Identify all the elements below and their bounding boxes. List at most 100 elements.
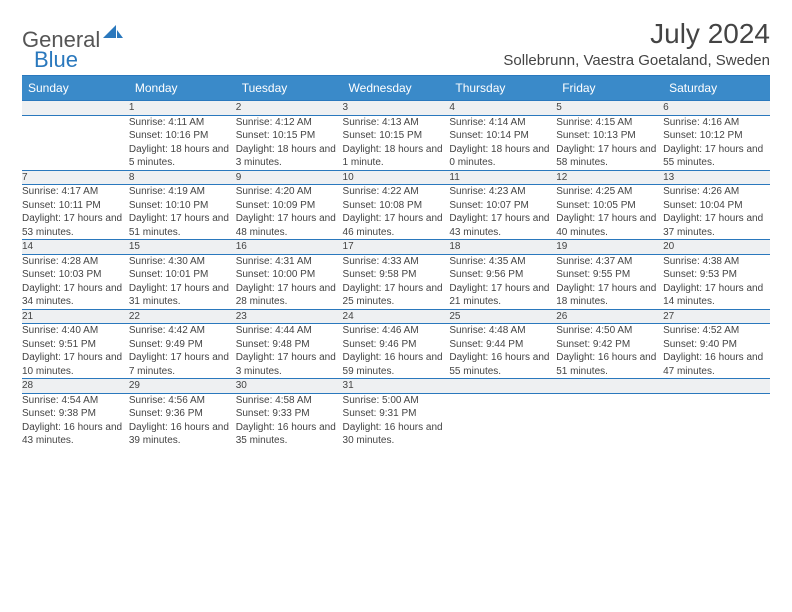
day-content-cell: Sunrise: 4:23 AMSunset: 10:07 PMDaylight… <box>449 185 556 240</box>
page-title: July 2024 <box>503 18 770 50</box>
sunset-text: Sunset: 9:53 PM <box>663 268 770 282</box>
day-number-row: 21222324252627 <box>22 309 770 324</box>
daylight-text: Daylight: 18 hours and 5 minutes. <box>129 143 236 170</box>
sunrise-text: Sunrise: 4:44 AM <box>236 324 343 338</box>
day-content-cell: Sunrise: 4:35 AMSunset: 9:56 PMDaylight:… <box>449 254 556 309</box>
day-content-cell: Sunrise: 4:13 AMSunset: 10:15 PMDaylight… <box>343 115 450 170</box>
daylight-text: Daylight: 17 hours and 21 minutes. <box>449 282 556 309</box>
sunset-text: Sunset: 9:31 PM <box>343 407 450 421</box>
day-number-cell: 3 <box>343 101 450 116</box>
daylight-text: Daylight: 17 hours and 55 minutes. <box>663 143 770 170</box>
sunrise-text: Sunrise: 4:50 AM <box>556 324 663 338</box>
day-content-cell: Sunrise: 4:56 AMSunset: 9:36 PMDaylight:… <box>129 393 236 448</box>
day-number-cell: 7 <box>22 170 129 185</box>
day-number-cell: 27 <box>663 309 770 324</box>
sunrise-text: Sunrise: 4:28 AM <box>22 255 129 269</box>
day-content-cell: Sunrise: 4:28 AMSunset: 10:03 PMDaylight… <box>22 254 129 309</box>
sunrise-text: Sunrise: 4:31 AM <box>236 255 343 269</box>
day-content-cell: Sunrise: 4:54 AMSunset: 9:38 PMDaylight:… <box>22 393 129 448</box>
sunrise-text: Sunrise: 4:46 AM <box>343 324 450 338</box>
sunrise-text: Sunrise: 4:56 AM <box>129 394 236 408</box>
day-header: Sunday <box>22 76 129 101</box>
sunrise-text: Sunrise: 4:20 AM <box>236 185 343 199</box>
sunrise-text: Sunrise: 4:38 AM <box>663 255 770 269</box>
sunset-text: Sunset: 9:58 PM <box>343 268 450 282</box>
logo-text-blue: Blue <box>34 47 78 72</box>
day-number-cell: 22 <box>129 309 236 324</box>
day-number-cell: 2 <box>236 101 343 116</box>
day-number-cell: 21 <box>22 309 129 324</box>
daylight-text: Daylight: 17 hours and 25 minutes. <box>343 282 450 309</box>
sunset-text: Sunset: 9:56 PM <box>449 268 556 282</box>
sunset-text: Sunset: 10:15 PM <box>236 129 343 143</box>
day-content-cell: Sunrise: 4:16 AMSunset: 10:12 PMDaylight… <box>663 115 770 170</box>
daylight-text: Daylight: 16 hours and 47 minutes. <box>663 351 770 378</box>
daylight-text: Daylight: 17 hours and 3 minutes. <box>236 351 343 378</box>
daylight-text: Daylight: 17 hours and 37 minutes. <box>663 212 770 239</box>
sunrise-text: Sunrise: 4:12 AM <box>236 116 343 130</box>
day-content-cell: Sunrise: 4:20 AMSunset: 10:09 PMDaylight… <box>236 185 343 240</box>
daylight-text: Daylight: 17 hours and 28 minutes. <box>236 282 343 309</box>
day-content-row: Sunrise: 4:17 AMSunset: 10:11 PMDaylight… <box>22 185 770 240</box>
logo-blue-row: Blue <box>32 47 78 73</box>
day-content-cell: Sunrise: 4:17 AMSunset: 10:11 PMDaylight… <box>22 185 129 240</box>
day-content-row: Sunrise: 4:40 AMSunset: 9:51 PMDaylight:… <box>22 324 770 379</box>
daylight-text: Daylight: 16 hours and 55 minutes. <box>449 351 556 378</box>
day-number-cell: 11 <box>449 170 556 185</box>
calendar-body: 123456Sunrise: 4:11 AMSunset: 10:16 PMDa… <box>22 101 770 448</box>
sunrise-text: Sunrise: 4:52 AM <box>663 324 770 338</box>
sunset-text: Sunset: 9:36 PM <box>129 407 236 421</box>
day-number-row: 14151617181920 <box>22 240 770 255</box>
day-content-row: Sunrise: 4:54 AMSunset: 9:38 PMDaylight:… <box>22 393 770 448</box>
sunrise-text: Sunrise: 4:23 AM <box>449 185 556 199</box>
day-content-cell <box>22 115 129 170</box>
sunset-text: Sunset: 10:15 PM <box>343 129 450 143</box>
day-number-cell: 4 <box>449 101 556 116</box>
day-content-cell: Sunrise: 4:22 AMSunset: 10:08 PMDaylight… <box>343 185 450 240</box>
daylight-text: Daylight: 17 hours and 46 minutes. <box>343 212 450 239</box>
sunrise-text: Sunrise: 5:00 AM <box>343 394 450 408</box>
day-content-cell: Sunrise: 4:58 AMSunset: 9:33 PMDaylight:… <box>236 393 343 448</box>
day-number-cell: 25 <box>449 309 556 324</box>
day-content-cell: Sunrise: 4:15 AMSunset: 10:13 PMDaylight… <box>556 115 663 170</box>
day-content-cell: Sunrise: 4:12 AMSunset: 10:15 PMDaylight… <box>236 115 343 170</box>
day-content-cell: Sunrise: 4:30 AMSunset: 10:01 PMDaylight… <box>129 254 236 309</box>
sunrise-text: Sunrise: 4:14 AM <box>449 116 556 130</box>
day-content-cell: Sunrise: 4:26 AMSunset: 10:04 PMDaylight… <box>663 185 770 240</box>
title-block: July 2024 Sollebrunn, Vaestra Goetaland,… <box>503 18 770 69</box>
sunset-text: Sunset: 10:13 PM <box>556 129 663 143</box>
daylight-text: Daylight: 16 hours and 30 minutes. <box>343 421 450 448</box>
sunrise-text: Sunrise: 4:40 AM <box>22 324 129 338</box>
sunset-text: Sunset: 10:11 PM <box>22 199 129 213</box>
day-number-cell: 6 <box>663 101 770 116</box>
day-content-row: Sunrise: 4:11 AMSunset: 10:16 PMDaylight… <box>22 115 770 170</box>
sunset-text: Sunset: 10:07 PM <box>449 199 556 213</box>
sunrise-text: Sunrise: 4:19 AM <box>129 185 236 199</box>
day-content-cell: Sunrise: 4:33 AMSunset: 9:58 PMDaylight:… <box>343 254 450 309</box>
daylight-text: Daylight: 17 hours and 51 minutes. <box>129 212 236 239</box>
day-number-cell: 30 <box>236 379 343 394</box>
day-content-cell: Sunrise: 4:37 AMSunset: 9:55 PMDaylight:… <box>556 254 663 309</box>
daylight-text: Daylight: 16 hours and 35 minutes. <box>236 421 343 448</box>
sunrise-text: Sunrise: 4:35 AM <box>449 255 556 269</box>
sunrise-text: Sunrise: 4:30 AM <box>129 255 236 269</box>
sunset-text: Sunset: 10:03 PM <box>22 268 129 282</box>
day-number-cell <box>663 379 770 394</box>
day-header: Tuesday <box>236 76 343 101</box>
day-number-cell: 15 <box>129 240 236 255</box>
day-number-cell: 28 <box>22 379 129 394</box>
day-number-cell: 19 <box>556 240 663 255</box>
daylight-text: Daylight: 16 hours and 51 minutes. <box>556 351 663 378</box>
day-number-cell: 18 <box>449 240 556 255</box>
day-number-cell <box>449 379 556 394</box>
day-number-row: 78910111213 <box>22 170 770 185</box>
day-content-cell: Sunrise: 4:19 AMSunset: 10:10 PMDaylight… <box>129 185 236 240</box>
day-content-cell: Sunrise: 4:42 AMSunset: 9:49 PMDaylight:… <box>129 324 236 379</box>
daylight-text: Daylight: 17 hours and 14 minutes. <box>663 282 770 309</box>
day-header: Monday <box>129 76 236 101</box>
sunset-text: Sunset: 9:40 PM <box>663 338 770 352</box>
daylight-text: Daylight: 17 hours and 34 minutes. <box>22 282 129 309</box>
sunset-text: Sunset: 9:38 PM <box>22 407 129 421</box>
daylight-text: Daylight: 18 hours and 3 minutes. <box>236 143 343 170</box>
sunset-text: Sunset: 10:04 PM <box>663 199 770 213</box>
